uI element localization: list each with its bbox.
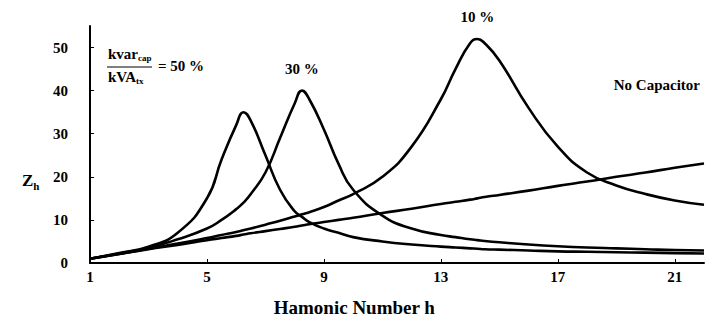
svg-text:No Capacitor: No Capacitor <box>614 77 701 93</box>
svg-text:Hamonic Number h: Hamonic Number h <box>274 297 436 318</box>
svg-text:tx: tx <box>136 76 144 86</box>
svg-text:20: 20 <box>53 169 68 185</box>
svg-text:kVA: kVA <box>108 69 136 85</box>
svg-text:10: 10 <box>53 212 68 228</box>
svg-text:= 50 %: = 50 % <box>158 58 204 74</box>
svg-text:30: 30 <box>53 126 68 142</box>
svg-text:h: h <box>33 180 39 192</box>
svg-text:17: 17 <box>550 269 566 285</box>
svg-text:5: 5 <box>203 269 211 285</box>
svg-text:21: 21 <box>667 269 682 285</box>
svg-text:0: 0 <box>61 255 69 271</box>
svg-text:1: 1 <box>86 269 94 285</box>
svg-text:50: 50 <box>53 40 68 56</box>
svg-text:40: 40 <box>53 83 68 99</box>
svg-text:Z: Z <box>22 171 33 190</box>
svg-text:9: 9 <box>320 269 328 285</box>
svg-text:30 %: 30 % <box>285 61 319 77</box>
svg-text:10 %: 10 % <box>461 9 495 25</box>
svg-text:13: 13 <box>433 269 448 285</box>
svg-text:cap: cap <box>138 53 152 63</box>
svg-text:kvar: kvar <box>108 46 138 62</box>
